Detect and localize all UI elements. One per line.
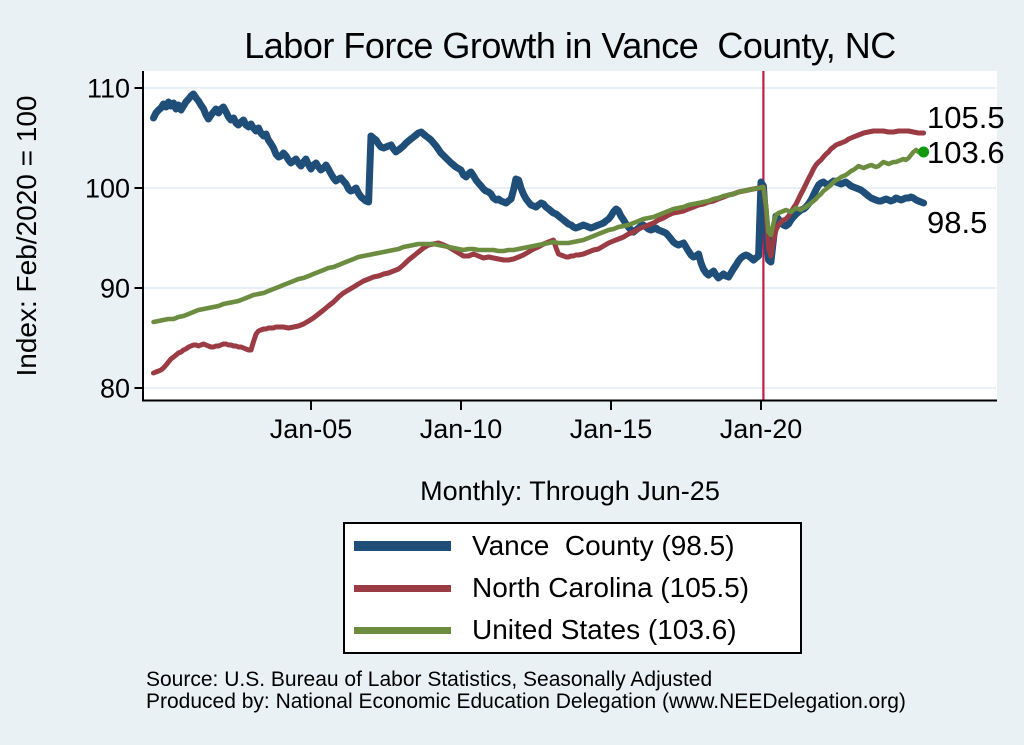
end-label-north-carolina: 105.5 [927, 100, 1005, 135]
source-note: Source: U.S. Bureau of Labor Statistics,… [146, 668, 713, 691]
vance-county-line-swatch [354, 541, 451, 551]
x-tick-label: Jan-15 [570, 414, 653, 444]
footnotes: Source: U.S. Bureau of Labor Statistics,… [146, 669, 906, 713]
united-states-line-swatch [354, 626, 451, 634]
x-tick-label: Jan-05 [270, 414, 353, 444]
x-tick-label: Jan-10 [420, 414, 503, 444]
legend-label: United States (103.6) [472, 614, 737, 645]
legend-item-vance-county: Vance County (98.5) [345, 525, 800, 567]
x-tick-label: Jan-20 [720, 414, 803, 444]
north-carolina-line-swatch [354, 584, 451, 592]
series-lines [150, 90, 928, 376]
legend-label: Vance County (98.5) [472, 530, 735, 561]
y-tick-label: 90 [100, 274, 130, 304]
vance-county-line [150, 90, 928, 282]
legend-label: North Carolina (105.5) [472, 572, 750, 603]
y-tick-label: 80 [100, 374, 130, 404]
y-tick-label: 110 [87, 74, 130, 104]
y-axis-title: Index: Feb/2020 = 100 [11, 96, 42, 377]
plot-area [143, 71, 997, 401]
tick-marks-and-labels: 110 100 90 80 Jan-05 Jan-10 Jan-15 Jan-20 [85, 74, 802, 445]
end-label-vance-county: 98.5 [927, 205, 987, 240]
produced-by-note: Produced by: National Economic Education… [146, 690, 906, 713]
legend-item-north-carolina: North Carolina (105.5) [345, 567, 800, 609]
chart-title: Labor Force Growth in Vance County, NC [244, 25, 895, 66]
last-observation-dot [918, 146, 930, 158]
y-tick-label: 100 [85, 174, 130, 204]
north-carolina-line [151, 128, 927, 376]
x-axis-note: Monthly: Through Jun-25 [420, 476, 720, 506]
end-label-united-states: 103.6 [927, 135, 1005, 170]
united-states-line [151, 147, 926, 325]
axes [142, 71, 997, 402]
legend-box: Vance County (98.5) North Carolina (105.… [343, 522, 802, 654]
legend-item-united-states: United States (103.6) [345, 609, 800, 651]
